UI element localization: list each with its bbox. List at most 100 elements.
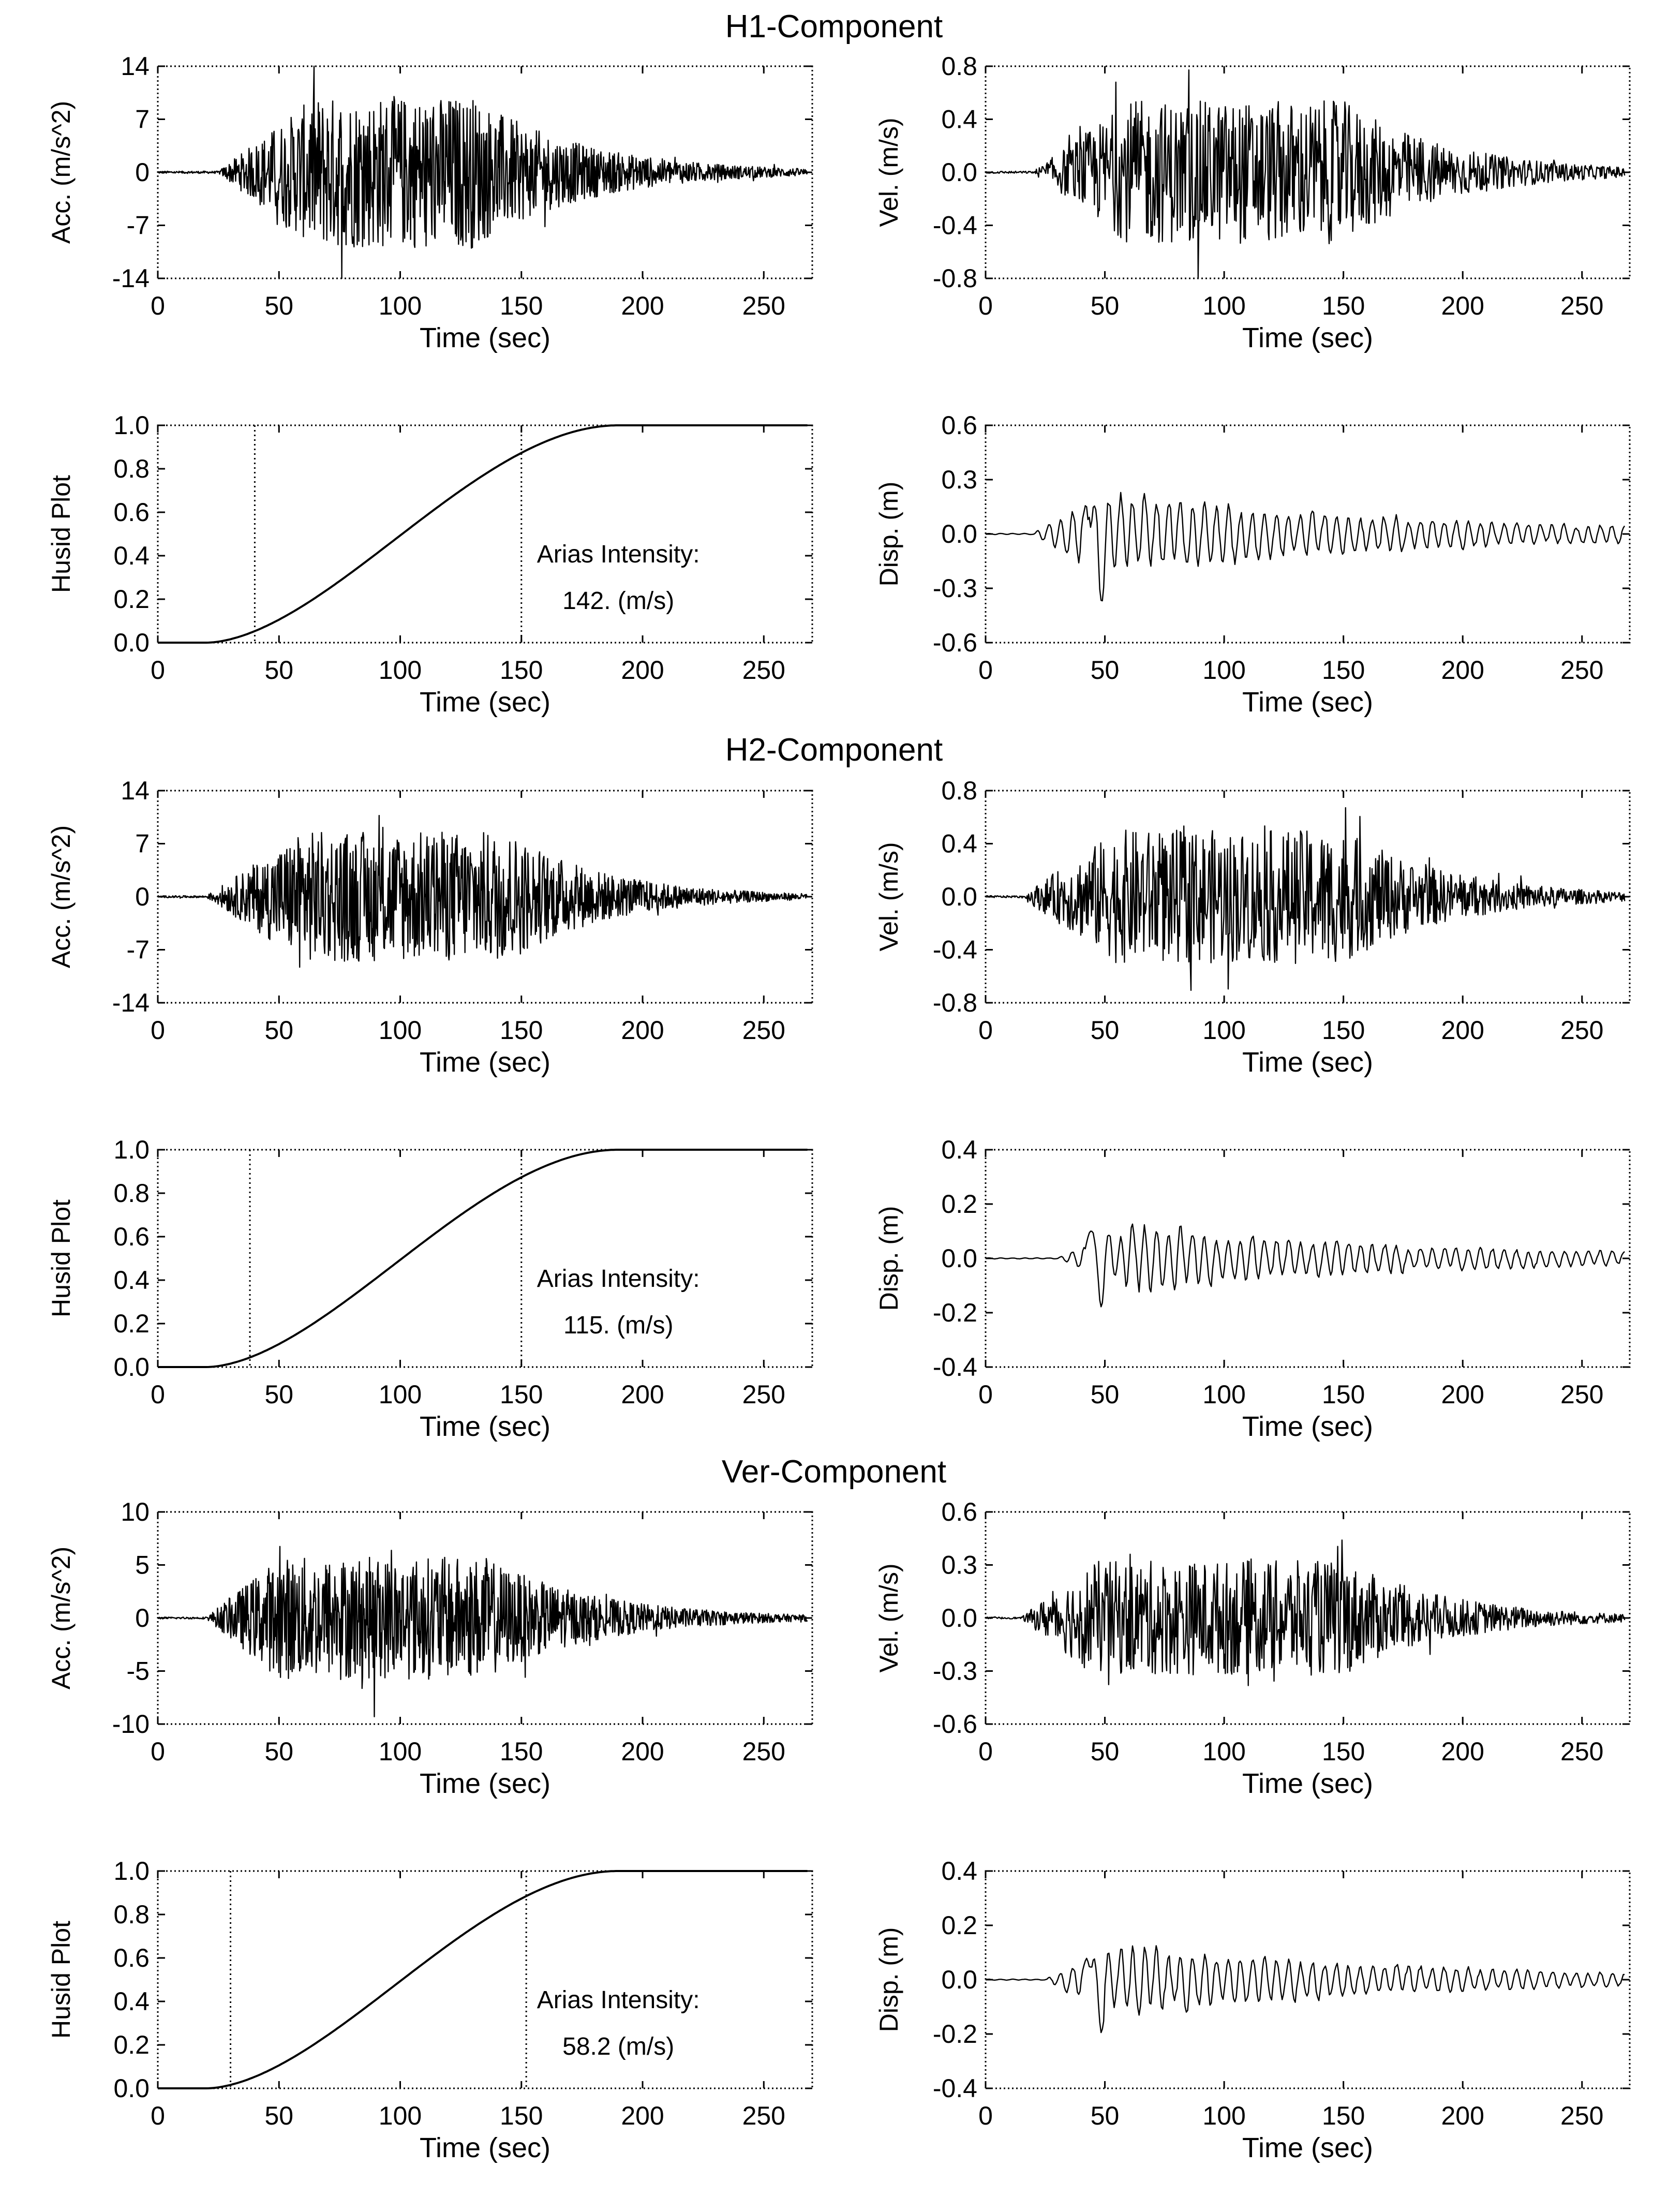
- h1-component-vel-xtick-label: 200: [1441, 291, 1484, 320]
- h1-component-acc-ytick-label: -7: [127, 211, 150, 240]
- h1-component-disp-ylabel: Disp. (m): [874, 482, 903, 587]
- ver-component-acc-series-line: [157, 1546, 808, 1717]
- h1-component-disp-ytick-label: -0.3: [933, 574, 977, 603]
- h2-component-vel-series-line: [985, 807, 1626, 991]
- ver-component-vel-xtick-label: 50: [1091, 1737, 1120, 1766]
- h1-component-husid-ytick-label: 0.6: [113, 498, 150, 527]
- ver-component-husid-xlabel: Time (sec): [420, 2132, 550, 2163]
- ver-component-disp-panel: 0 50 100 150 200 250 -0.4 -0.2 0.0 0.2 0.4 Time (se…: [874, 1857, 1631, 2163]
- h1-component-disp-panel: 0 50 100 150 200 250 -0.6 -0.3 0.0 0.3 0.6 Time (se…: [874, 411, 1631, 718]
- h2-component-disp-xtick-label: 100: [1202, 1380, 1245, 1409]
- h1-component-acc-ytick-label: 14: [121, 52, 150, 81]
- h2-component-acc-xtick-label: 0: [151, 1016, 165, 1045]
- ver-component-vel-xtick-label: 200: [1441, 1737, 1484, 1766]
- h1-component-vel-xtick-label: 0: [978, 291, 993, 320]
- h1-component-acc-xtick-label: 100: [379, 291, 422, 320]
- h1-component-husid-xtick-label: 0: [151, 656, 165, 685]
- h2-component-disp-xtick-label: 150: [1322, 1380, 1365, 1409]
- h2-component-vel-xtick-label: 150: [1322, 1016, 1365, 1045]
- h2-component-husid-xtick-label: 100: [379, 1380, 422, 1409]
- ver-component-acc-xtick-label: 0: [151, 1737, 165, 1766]
- ver-component-disp-ylabel: Disp. (m): [874, 1927, 903, 2032]
- h2-component-husid-ytick-label: 0.2: [113, 1309, 150, 1338]
- h2-component-husid-xtick-label: 150: [500, 1380, 543, 1409]
- ver-component-vel-panel: 0 50 100 150 200 250 -0.6 -0.3 0.0 0.3 0.6 Time (se…: [874, 1497, 1631, 1799]
- ver-component-acc-ytick-label: -5: [127, 1657, 150, 1686]
- ver-component-husid-xtick-label: 0: [151, 2101, 165, 2130]
- h1-component-disp-ytick-label: -0.6: [933, 628, 977, 657]
- ver-component-disp-series-line: [985, 1945, 1625, 2033]
- h2-component-vel-xtick-label: 0: [978, 1016, 993, 1045]
- h1-component-husid-ytick-label: 0.2: [113, 585, 150, 614]
- h1-component-acc-xlabel: Time (sec): [420, 322, 550, 353]
- ver-component-vel-ytick-label: -0.6: [933, 1710, 977, 1739]
- h2-component-vel-ylabel: Vel. (m/s): [874, 842, 903, 951]
- ver-component-acc-ytick-label: 5: [135, 1551, 150, 1580]
- h2-component-acc-ylabel: Acc. (m/s^2): [47, 825, 76, 968]
- ver-component-husid-ytick-label: 0.0: [113, 2074, 150, 2103]
- h1-component-husid-xtick-label: 250: [742, 656, 785, 685]
- h2-component-acc-panel: 0 50 100 150 200 250 -14 -7 0 7 14 Time (sec) Acc. (…: [47, 776, 813, 1078]
- ver-component-disp-ytick-label: 0.2: [941, 1911, 977, 1940]
- ver-component-disp-xlabel: Time (sec): [1242, 2132, 1373, 2163]
- h1-component-husid-ytick-label: 0.4: [113, 541, 150, 570]
- h1-component-disp-ytick-label: 0.0: [941, 519, 977, 548]
- h2-component-acc-ytick-label: -7: [127, 936, 150, 964]
- ver-component-acc-ytick-label: 0: [135, 1604, 150, 1632]
- h2-component-vel-ytick-label: 0.8: [941, 776, 977, 805]
- h2-component-disp-xlabel: Time (sec): [1242, 1411, 1373, 1442]
- h1-component-disp-xlabel: Time (sec): [1242, 687, 1373, 718]
- ver-component-disp-ytick-label: -0.4: [933, 2074, 977, 2103]
- h1-component-disp-ytick-label: 0.3: [941, 465, 977, 494]
- h2-component-husid-husid-curve: [158, 1149, 808, 1368]
- ver-component-acc-panel: 0 50 100 150 200 250 -10 -5 0 5 10 Time (sec) Acc. (…: [47, 1497, 813, 1799]
- h1-component-acc-ytick-label: -14: [112, 264, 150, 293]
- h1-component-disp-xtick-label: 100: [1202, 656, 1245, 685]
- h1-component-acc-panel: 0 50 100 150 200 250 -14 -7 0 7 14 Time (sec) Acc. (…: [47, 52, 813, 353]
- ver-component-husid-frame: [157, 1870, 813, 2089]
- h1-component-vel-ylabel: Vel. (m/s): [874, 117, 903, 227]
- h1-component-disp-series-line: [985, 492, 1626, 602]
- h1-component-vel-xtick-label: 250: [1560, 291, 1603, 320]
- ver-component-vel-ytick-label: -0.3: [933, 1657, 977, 1686]
- component-title: Ver-Component: [722, 1454, 946, 1490]
- h1-component-vel-xtick-label: 100: [1202, 291, 1245, 320]
- h1-component-vel-panel: 0 50 100 150 200 250 -0.8 -0.4 0.0 0.4 0.8 Time (se…: [874, 52, 1631, 353]
- h1-component-vel-ytick-label: 0.4: [941, 105, 977, 134]
- ver-component-husid-ytick-label: 0.4: [113, 1987, 150, 2016]
- h2-component-husid-ytick-label: 0.6: [113, 1222, 150, 1251]
- h1-component-vel-xtick-label: 50: [1091, 291, 1120, 320]
- h2-component-husid-panel: 0 50 100 150 200 250 0.0 0.2 0.4 0.6 0.8 1.0 Time (s…: [47, 1135, 813, 1442]
- h2-component-disp-xtick-label: 200: [1441, 1380, 1484, 1409]
- h2-component-disp-series-line: [985, 1223, 1625, 1308]
- ver-component-husid-arias-label: Arias Intensity:: [537, 1986, 700, 2014]
- ver-component-disp-xtick-label: 250: [1560, 2101, 1603, 2130]
- ver-component-husid-ytick-label: 0.8: [113, 1900, 150, 1929]
- h2-component-disp-xtick-label: 50: [1091, 1380, 1120, 1409]
- h2-component-acc-series-line: [157, 814, 808, 968]
- h1-component-husid-xlabel: Time (sec): [420, 687, 550, 718]
- h1-component-acc-xtick-label: 150: [500, 291, 543, 320]
- h1-component-disp-xtick-label: 200: [1441, 656, 1484, 685]
- ver-component-vel-xtick-label: 100: [1202, 1737, 1245, 1766]
- ver-component-vel-series-line: [985, 1539, 1626, 1686]
- h2-component-husid-ytick-label: 0.8: [113, 1179, 150, 1208]
- h1-component-husid-xtick-label: 50: [264, 656, 293, 685]
- h1-component-husid-xtick-label: 100: [379, 656, 422, 685]
- h2-component-acc-ytick-label: 0: [135, 882, 150, 911]
- h1-component-disp-frame: [985, 424, 1631, 644]
- ver-component-disp-ytick-label: 0.4: [941, 1857, 977, 1886]
- h2-component-vel-xlabel: Time (sec): [1242, 1047, 1373, 1078]
- h2-component-husid-ytick-label: 0.0: [113, 1353, 150, 1382]
- h2-component-husid-xtick-label: 200: [621, 1380, 664, 1409]
- h2-component-acc-xtick-label: 200: [621, 1016, 664, 1045]
- h2-component-husid-ylabel: Husid Plot: [47, 1199, 76, 1317]
- h1-component-acc-xtick-label: 0: [151, 291, 165, 320]
- ver-component-husid-xtick-label: 200: [621, 2101, 664, 2130]
- ver-component-acc-xtick-label: 50: [264, 1737, 293, 1766]
- h1-component-vel-xtick-label: 150: [1322, 291, 1365, 320]
- ver-component-acc-xtick-label: 200: [621, 1737, 664, 1766]
- h1-component-vel-ytick-label: -0.4: [933, 211, 977, 240]
- ver-component-vel-xtick-label: 0: [978, 1737, 993, 1766]
- ver-component-acc-ylabel: Acc. (m/s^2): [47, 1547, 76, 1689]
